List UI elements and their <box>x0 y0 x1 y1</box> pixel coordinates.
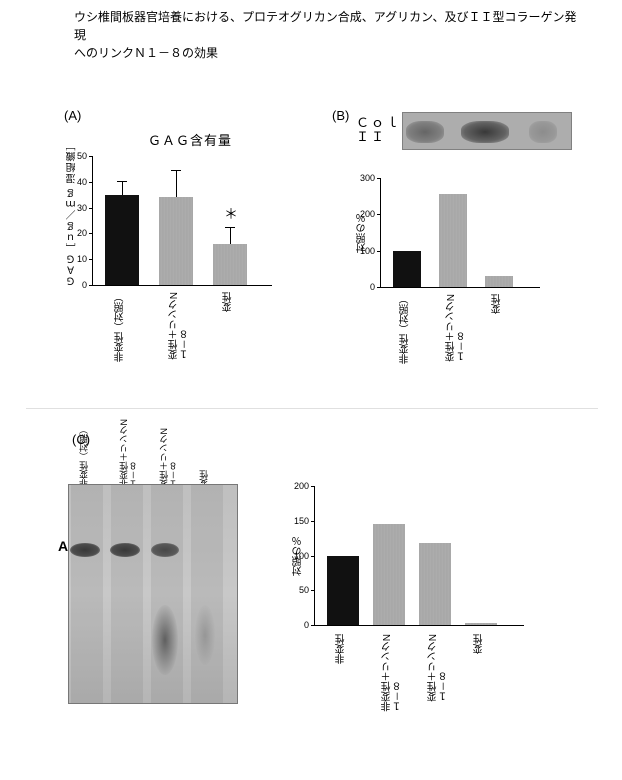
bar <box>327 556 359 626</box>
panel-b-label: (B) <box>332 108 349 123</box>
y-tick-label: 150 <box>293 516 309 526</box>
bar <box>373 524 405 625</box>
bar <box>393 251 421 287</box>
bar <box>213 244 247 285</box>
bar <box>105 195 139 285</box>
panel-a-category-labels: 非変性（対照） 変性＋リンクN１－８ 変性 <box>92 286 298 376</box>
panel-a-y-axis-label: ＧＡＧ［ｕｇ／ｍｇ 湿組織］ <box>65 156 80 286</box>
category-label: 変性 <box>492 294 503 314</box>
panel-c-bar-chart: 対照の％ 050100150200 <box>314 486 524 626</box>
panel-b-y-axis-label: 対照の％ <box>355 178 370 288</box>
title-line-1: ウシ椎間板器官培養における、プロテオグリカン合成、アグリカン、及びＩＩ型コラーゲ… <box>74 8 582 44</box>
blot-band <box>406 121 444 143</box>
col2-line2: ＩＩ <box>356 130 401 144</box>
category-label: 変性 <box>474 634 485 654</box>
blot-band <box>529 121 557 143</box>
blot-smear-faint <box>195 605 215 665</box>
error-cap <box>117 181 127 182</box>
panel-c-blot-lane-labels: 非変性（対照）非変性＋リンクN１－８変性＋リンクN１－８変性 <box>68 448 238 488</box>
panel-a-label: (A) <box>64 108 81 123</box>
y-tick: 50 <box>89 156 93 157</box>
aggrecan-band <box>110 543 140 557</box>
y-tick-label: 50 <box>293 585 309 595</box>
error-cap <box>171 170 181 171</box>
y-tick-label: 0 <box>359 282 375 292</box>
panel-a-bar-chart: ＧＡＧ［ｕｇ／ｍｇ 湿組織］ 01020304050＊ <box>92 156 272 286</box>
blot-lane <box>71 485 103 703</box>
y-tick-label: 40 <box>71 177 87 187</box>
y-tick: 20 <box>89 233 93 234</box>
bar <box>485 276 513 287</box>
category-label: 非変性（対照） <box>400 294 411 364</box>
y-tick-label: 10 <box>71 254 87 264</box>
bar <box>419 543 451 625</box>
y-tick-label: 200 <box>293 481 309 491</box>
category-label: 非変性 <box>336 634 347 664</box>
y-tick-label: 300 <box>359 173 375 183</box>
panel-b-western-blot <box>402 112 572 150</box>
y-tick: 100 <box>311 556 315 557</box>
category-label: 非変性（対照） <box>115 292 126 362</box>
y-tick-label: 50 <box>71 151 87 161</box>
panel-c-western-blot <box>68 484 238 704</box>
y-tick: 100 <box>377 251 381 252</box>
category-label: 変性＋リンクN１－８ <box>169 292 191 359</box>
blot-smear <box>152 605 178 675</box>
error-bar <box>176 171 177 197</box>
aggrecan-band <box>70 543 100 557</box>
category-label: 変性＋リンクN１－８ <box>446 294 468 361</box>
y-tick-label: 0 <box>71 280 87 290</box>
blot-lane-label: 非変性（対照） <box>80 425 89 488</box>
y-tick: 150 <box>311 521 315 522</box>
aggrecan-band <box>151 543 179 557</box>
panel-a: (A) ＧＡＧ含有量 ＧＡＧ［ｕｇ／ｍｇ 湿組織］ 0 10 20 30 40 50 ＊ 非… <box>58 110 298 376</box>
panel-a-chart-title: ＧＡＧ含有量 <box>148 130 232 149</box>
panel-b-category-labels: 非変性（対照） 変性＋リンクN１－８ 変性 <box>380 288 572 378</box>
blot-lane <box>191 485 223 703</box>
error-bar <box>122 182 123 195</box>
figure-title: ウシ椎間板器官培養における、プロテオグリカン合成、アグリカン、及びＩＩ型コラーゲ… <box>74 8 582 62</box>
blot-lane <box>111 485 143 703</box>
bar <box>439 194 467 287</box>
y-tick-label: 30 <box>71 203 87 213</box>
title-line-2: へのリンクＮ１－８の効果 <box>74 44 582 62</box>
y-tick-label: 20 <box>71 228 87 238</box>
panel-b: (B) Ｃｏｌ ＩＩ 対照の％ 0 100 200 300 非変性（対照） 変性＋リンク… <box>332 108 572 378</box>
significance-marker: ＊ <box>224 204 238 224</box>
y-tick: 200 <box>311 486 315 487</box>
bar <box>159 197 193 285</box>
y-tick: 30 <box>89 208 93 209</box>
panel-separator <box>26 408 598 409</box>
bar <box>465 623 497 625</box>
panel-c-category-labels: 非変性 非変性＋リンクN１－８ 変性＋リンクN１－８ 変性 <box>314 632 524 732</box>
category-label: 非変性＋リンクN１－８ <box>382 634 404 711</box>
error-bar <box>230 228 231 243</box>
col2-blot-label: Ｃｏｌ ＩＩ <box>356 116 401 145</box>
y-tick: 10 <box>89 259 93 260</box>
y-tick-label: 100 <box>359 246 375 256</box>
y-tick: 300 <box>377 178 381 179</box>
blot-lane-label: 変性＋リンクN１－８ <box>160 428 179 489</box>
y-tick-label: 200 <box>359 209 375 219</box>
col2-line1: Ｃｏｌ <box>356 116 401 130</box>
y-tick-label: 0 <box>293 620 309 630</box>
blot-lane-label: 非変性＋リンクN１－８ <box>120 419 139 489</box>
y-tick: 50 <box>311 590 315 591</box>
blot-band <box>461 121 509 143</box>
category-label: 変性 <box>223 292 234 312</box>
error-cap <box>225 227 235 228</box>
y-tick: 40 <box>89 182 93 183</box>
panel-b-bar-chart: 対照の％ 0100200300 <box>380 178 540 288</box>
category-label: 変性＋リンクN１－８ <box>428 634 450 701</box>
y-tick: 200 <box>377 214 381 215</box>
y-tick: 0 <box>311 625 315 626</box>
y-tick-label: 100 <box>293 551 309 561</box>
